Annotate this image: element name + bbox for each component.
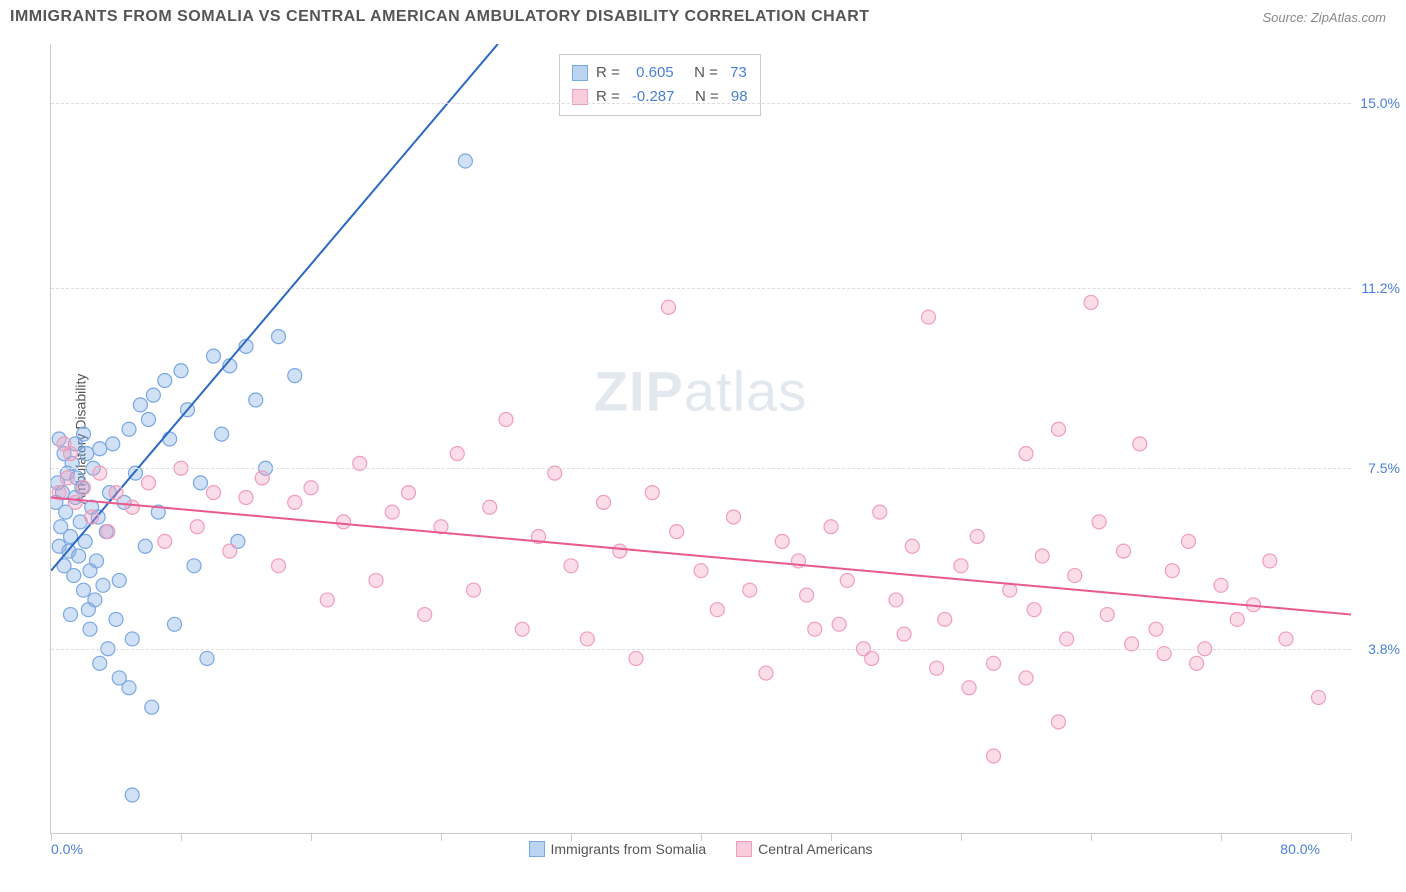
stats-row-central-american: R = -0.287 N = 98	[572, 85, 748, 109]
stats-row-somalia: R = 0.605 N = 73	[572, 61, 748, 85]
correlation-stats-box: R = 0.605 N = 73 R = -0.287 N = 98	[559, 54, 761, 116]
swatch-icon	[529, 841, 545, 857]
chart-container: Ambulatory Disability ZIPatlas R = 0.605…	[50, 44, 1380, 834]
x-axis-max-label: 80.0%	[1280, 841, 1320, 857]
scatter-plot-svg	[51, 44, 1351, 834]
swatch-icon	[572, 65, 588, 81]
x-axis-min-label: 0.0%	[51, 841, 83, 857]
plot-area: Ambulatory Disability ZIPatlas R = 0.605…	[50, 44, 1350, 834]
chart-title: IMMIGRANTS FROM SOMALIA VS CENTRAL AMERI…	[10, 8, 870, 26]
legend-item-central-american: Central Americans	[736, 841, 872, 857]
source-attribution: Source: ZipAtlas.com	[1262, 10, 1386, 25]
legend-item-somalia: Immigrants from Somalia	[529, 841, 707, 857]
legend: Immigrants from Somalia Central American…	[529, 841, 873, 857]
swatch-icon	[736, 841, 752, 857]
